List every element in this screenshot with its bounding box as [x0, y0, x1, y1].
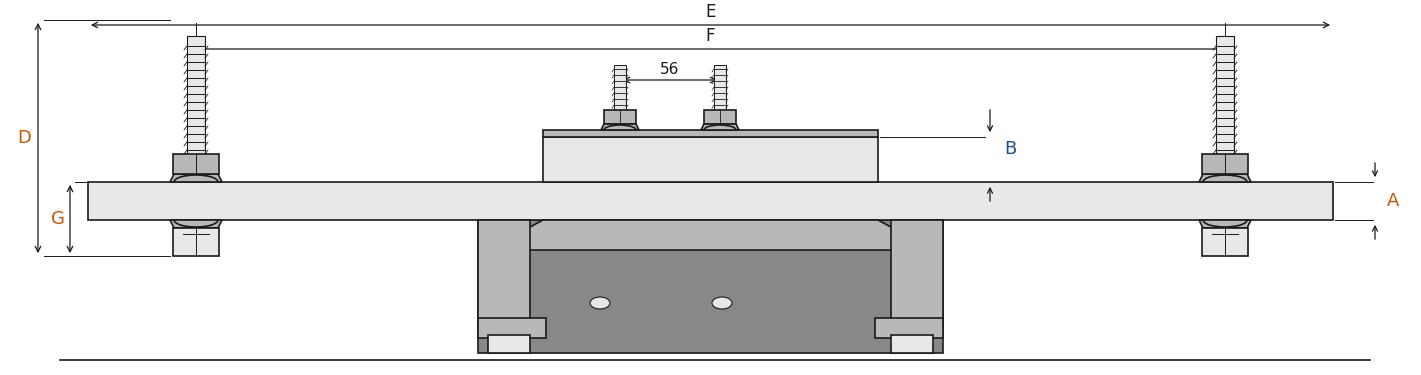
Bar — [477, 318, 546, 338]
Bar — [477, 220, 944, 353]
Bar — [188, 36, 205, 156]
Bar — [614, 65, 627, 110]
Text: 56: 56 — [661, 62, 679, 77]
Polygon shape — [1199, 174, 1250, 182]
Bar — [543, 137, 878, 182]
Bar — [173, 228, 219, 256]
Bar — [713, 65, 726, 110]
Polygon shape — [171, 220, 222, 228]
Polygon shape — [601, 124, 639, 130]
Bar — [703, 110, 736, 124]
Text: E: E — [705, 3, 716, 21]
Polygon shape — [1199, 220, 1250, 228]
Ellipse shape — [590, 297, 610, 309]
Text: B: B — [1005, 141, 1016, 159]
Text: G: G — [51, 210, 65, 228]
Bar — [875, 318, 944, 338]
Bar — [1202, 228, 1248, 256]
Polygon shape — [522, 220, 899, 250]
Bar — [487, 335, 530, 353]
Bar — [477, 220, 530, 323]
Bar — [173, 154, 219, 174]
Bar — [891, 335, 934, 353]
Polygon shape — [701, 124, 739, 130]
Text: A: A — [1387, 192, 1400, 210]
Text: F: F — [706, 27, 715, 45]
Bar — [604, 110, 637, 124]
Bar — [1216, 36, 1233, 156]
Bar — [891, 220, 944, 323]
Ellipse shape — [712, 297, 732, 309]
Bar — [1202, 154, 1248, 174]
Polygon shape — [171, 174, 222, 182]
Bar — [543, 130, 878, 137]
Bar — [88, 182, 1333, 220]
Text: D: D — [17, 129, 31, 147]
